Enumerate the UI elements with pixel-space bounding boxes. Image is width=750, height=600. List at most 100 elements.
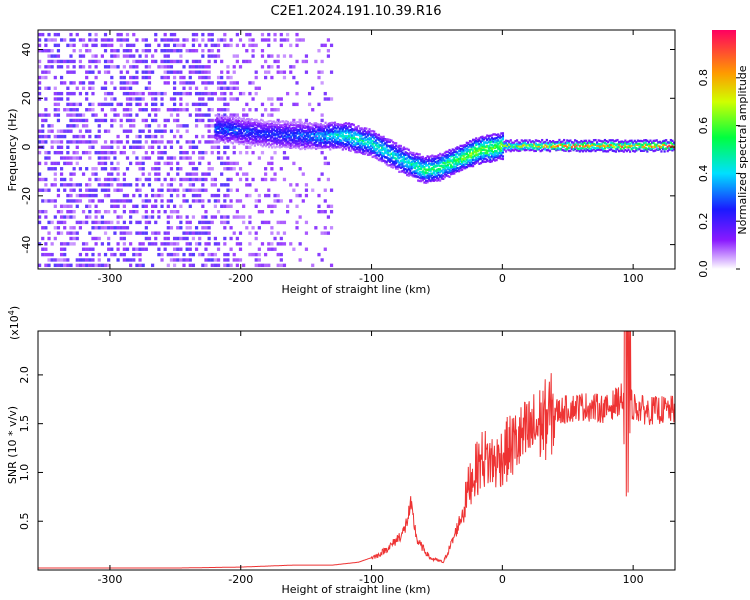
heatmap-cell — [409, 157, 412, 161]
heatmap-cell — [402, 165, 406, 168]
heatmap-cell — [249, 141, 252, 144]
heatmap-cell — [207, 161, 211, 166]
heatmap-cell — [376, 147, 379, 150]
heatmap-cell — [94, 32, 98, 37]
heatmap-cell — [69, 54, 73, 58]
heatmap-cell — [129, 124, 133, 128]
heatmap-cell — [307, 141, 310, 145]
heatmap-cell — [38, 38, 42, 42]
heatmap-cell — [357, 142, 360, 146]
heatmap-cell — [663, 139, 666, 142]
heatmap-cell — [188, 247, 192, 251]
heatmap-cell — [468, 154, 472, 158]
heatmap-cell — [467, 156, 470, 159]
heatmap-cell — [388, 149, 392, 153]
heatmap-cell — [462, 154, 465, 158]
heatmap-cell — [69, 129, 73, 133]
heatmap-cell — [248, 231, 252, 235]
heatmap-cell — [186, 269, 189, 272]
heatmap-cell — [72, 102, 76, 107]
heatmap-cell — [38, 86, 42, 90]
heatmap-cell — [59, 156, 64, 160]
heatmap-cell — [38, 150, 42, 155]
heatmap-cell — [100, 242, 104, 246]
heatmap-cell — [226, 161, 230, 166]
heatmap-cell — [53, 59, 57, 64]
heatmap-cell — [542, 147, 545, 150]
heatmap-cell — [257, 86, 261, 90]
heatmap-cell — [592, 148, 596, 151]
heatmap-cell — [396, 167, 399, 170]
heatmap-cell — [424, 156, 428, 160]
heatmap-cell — [511, 143, 514, 147]
heatmap-cell — [144, 204, 148, 209]
heatmap-cell — [442, 157, 445, 160]
heatmap-cell — [222, 132, 225, 135]
heatmap-cell — [613, 140, 616, 143]
heatmap-cell — [129, 54, 133, 58]
heatmap-cell — [160, 38, 164, 42]
heatmap-cell — [242, 108, 246, 112]
heatmap-cell — [216, 156, 221, 160]
heatmap-cell — [575, 149, 578, 152]
heatmap-cell — [223, 32, 227, 37]
heatmap-cell — [56, 134, 61, 139]
heatmap-cell — [116, 49, 120, 53]
heatmap-cell — [185, 129, 189, 133]
heatmap-cell — [216, 43, 221, 48]
heatmap-cell — [194, 172, 199, 176]
heatmap-cell — [147, 81, 152, 85]
heatmap-cell — [572, 141, 575, 144]
heatmap-cell — [207, 75, 211, 80]
heatmap-cell — [229, 177, 233, 182]
heatmap-cell — [107, 193, 111, 198]
heatmap-cell — [223, 102, 227, 107]
heatmap-cell — [69, 193, 73, 198]
heatmap-cell — [410, 167, 413, 170]
heatmap-cell — [487, 134, 490, 138]
heatmap-cell — [72, 209, 76, 214]
heatmap-cell — [110, 172, 114, 176]
heatmap-cell — [213, 134, 217, 139]
heatmap-cell — [103, 102, 108, 107]
heatmap-cell — [230, 115, 233, 118]
heatmap-cell — [85, 118, 89, 123]
heatmap-cell — [302, 136, 305, 140]
heatmap-cell — [399, 147, 402, 150]
heatmap-cell — [216, 133, 219, 136]
heatmap-cell — [362, 142, 365, 146]
heatmap-cell — [147, 70, 152, 74]
heatmap-cell — [204, 220, 208, 225]
heatmap-cell — [277, 126, 280, 129]
heatmap-cell — [204, 247, 208, 251]
heatmap-cell — [278, 128, 282, 131]
heatmap-cell — [385, 163, 388, 166]
heatmap-cell — [415, 156, 418, 159]
heatmap-cell — [572, 148, 575, 151]
heatmap-cell — [244, 128, 247, 132]
heatmap-cell — [396, 149, 399, 152]
heatmap-cell — [220, 127, 224, 130]
heatmap-cell — [85, 242, 89, 246]
heatmap-cell — [144, 43, 148, 48]
heatmap-cell — [94, 75, 98, 80]
heatmap-cell — [135, 188, 139, 192]
heatmap-cell — [172, 204, 177, 209]
heatmap-cell — [238, 140, 241, 143]
heatmap-cell — [100, 54, 104, 58]
heatmap-cell — [232, 167, 236, 171]
heatmap-cell — [264, 263, 268, 268]
heatmap-cell — [154, 242, 158, 246]
heatmap-cell — [363, 142, 366, 145]
heatmap-cell — [135, 49, 139, 53]
heatmap-cell — [176, 124, 180, 128]
heatmap-cell — [66, 97, 70, 101]
heatmap-cell — [250, 122, 253, 125]
heatmap-cell — [151, 97, 155, 101]
heatmap-cell — [194, 145, 199, 149]
heatmap-cell — [497, 154, 500, 157]
heatmap-cell — [253, 144, 257, 147]
heatmap-cell — [611, 142, 614, 145]
heatmap-cell — [144, 54, 148, 58]
